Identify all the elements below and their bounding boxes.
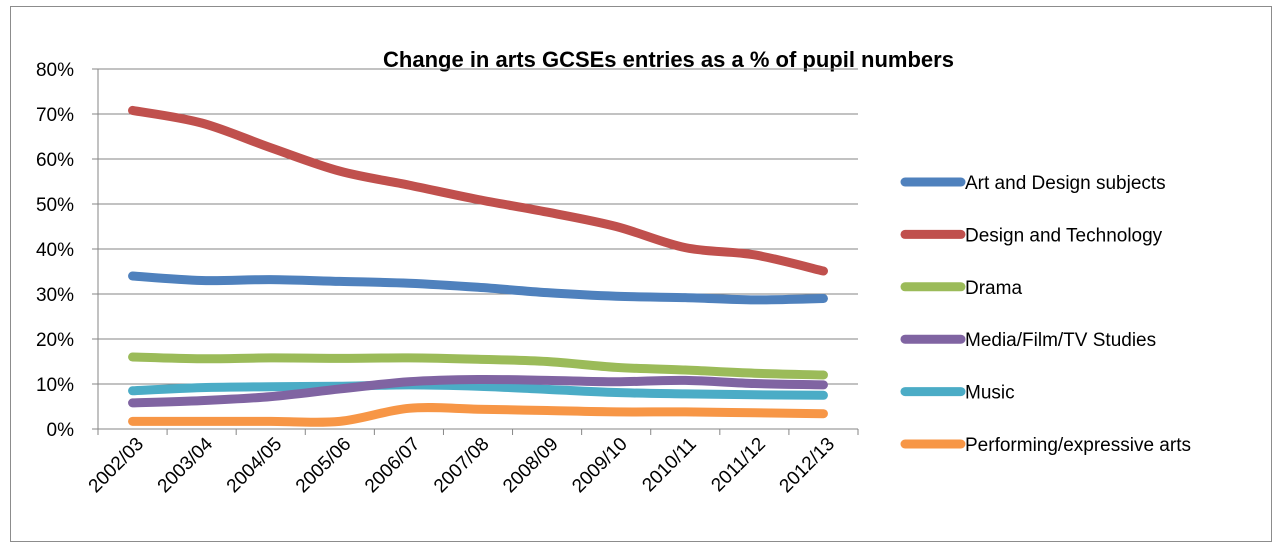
legend-label: Design and Technology xyxy=(965,225,1163,246)
series-line-media-film-tv-studies xyxy=(128,374,828,408)
y-tick-label: 60% xyxy=(36,150,74,171)
x-tick-label: 2011/12 xyxy=(707,434,769,496)
series-lines xyxy=(128,105,828,427)
gridlines xyxy=(98,68,858,385)
series-line-performing-expressive-arts xyxy=(128,403,828,427)
x-tick-label: 2009/10 xyxy=(568,434,631,497)
series-line-drama xyxy=(128,352,828,380)
series-line-design-and-technology xyxy=(128,105,828,276)
series-line-music xyxy=(128,380,828,400)
legend-label: Music xyxy=(965,383,1015,404)
y-tick-label: 0% xyxy=(47,420,75,441)
x-tick-label: 2003/04 xyxy=(154,433,218,497)
legend-label: Performing/expressive arts xyxy=(965,435,1191,456)
x-tick-label: 2006/07 xyxy=(361,434,424,497)
x-tick-label: 2005/06 xyxy=(292,434,355,497)
x-tick-label: 2002/03 xyxy=(85,434,148,497)
x-tick-label: 2012/13 xyxy=(776,434,839,497)
series-line-art-and-design-subjects xyxy=(128,271,828,305)
y-tick-label: 10% xyxy=(36,375,74,396)
x-tick-label: 2007/08 xyxy=(430,434,493,497)
y-tick-label: 20% xyxy=(36,330,74,351)
legend-label: Art and Design subjects xyxy=(965,173,1166,194)
y-tick-label: 80% xyxy=(36,60,74,81)
legend-label: Drama xyxy=(965,278,1022,299)
legend-label: Media/Film/TV Studies xyxy=(965,330,1156,351)
y-tick-label: 50% xyxy=(36,195,74,216)
y-tick-label: 70% xyxy=(36,105,74,126)
chart-title: Change in arts GCSEs entries as a % of p… xyxy=(383,47,954,72)
x-tick-label: 2004/05 xyxy=(223,434,286,497)
x-tick-label: 2010/11 xyxy=(638,434,700,496)
x-tick-label: 2008/09 xyxy=(499,434,562,497)
y-tick-label: 40% xyxy=(36,240,74,261)
y-tick-label: 30% xyxy=(36,285,74,306)
legend: Art and Design subjects Design and Techno… xyxy=(900,173,1191,456)
chart-frame: Change in arts GCSEs entries as a % of p… xyxy=(10,6,1272,542)
